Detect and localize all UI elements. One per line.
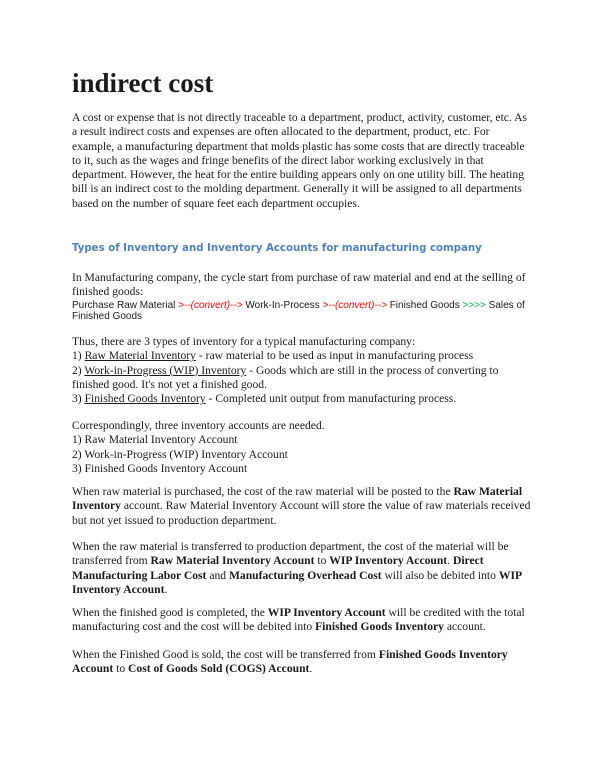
inventory-type-item: 2) Work-in-Progress (WIP) Inventory - Go… bbox=[72, 364, 534, 393]
section-heading: Types of Inventory and Inventory Account… bbox=[72, 243, 482, 254]
account-item: 2) Work-in-Progress (WIP) Inventory Acco… bbox=[72, 447, 288, 461]
text-segment: will also be debited into bbox=[381, 568, 499, 582]
text-segment: Manufacturing Overhead Cost bbox=[228, 568, 382, 582]
cycle-block: In Manufacturing company, the cycle star… bbox=[72, 271, 534, 323]
text-segment: When raw material is purchased, the cost… bbox=[72, 485, 454, 498]
text-segment: Direct Manufacturing Labor Cost bbox=[72, 554, 484, 582]
types-intro: Thus, there are 3 types of inventory for… bbox=[72, 335, 534, 349]
body-paragraph: When the finished good is completed, the… bbox=[72, 606, 534, 635]
cycle-intro: In Manufacturing company, the cycle star… bbox=[72, 271, 526, 299]
text-segment: WIP Inventory Account bbox=[72, 568, 522, 596]
intro-paragraph: A cost or expense that is not directly t… bbox=[72, 111, 527, 210]
text-segment: Work-In-Process bbox=[245, 299, 323, 311]
text-segment: Finished Goods Inventory Account bbox=[72, 648, 508, 676]
cycle-flow: Purchase Raw Material >--(convert)--> Wo… bbox=[72, 300, 534, 323]
text-segment: When the raw material is transferred to … bbox=[72, 540, 509, 568]
body-paragraph: When raw material is purchased, the cost… bbox=[72, 485, 534, 528]
text-segment: WIP Inventory Account bbox=[267, 606, 386, 619]
body-paragraph: When the raw material is transferred to … bbox=[72, 540, 534, 597]
text-segment: Raw Material Inventory Account bbox=[150, 554, 315, 568]
text-segment: Purchase Raw Material bbox=[72, 299, 179, 311]
inventory-accounts: Correspondingly, three inventory account… bbox=[72, 419, 534, 476]
text-segment: Raw Material Inventory bbox=[84, 349, 196, 363]
inventory-types: Thus, there are 3 types of inventory for… bbox=[72, 335, 534, 406]
text-segment: Finished Goods bbox=[389, 299, 463, 311]
text-segment: account. bbox=[443, 620, 486, 634]
text-segment: 1) bbox=[72, 349, 85, 363]
account-item: 3) Finished Goods Inventory Account bbox=[72, 461, 248, 475]
text-segment: account. Raw Material Inventory Account … bbox=[72, 499, 531, 527]
text-segment: Work-in-Progress (WIP) Inventory bbox=[84, 363, 247, 377]
text-segment: - raw material to be used as input in ma… bbox=[195, 349, 474, 363]
text-segment: Sales of Finished Goods bbox=[72, 299, 525, 323]
text-segment: will be credited with the total manufact… bbox=[72, 606, 525, 634]
text-segment: and bbox=[206, 568, 229, 582]
text-segment: - Goods which are still in the process o… bbox=[72, 363, 499, 391]
text-segment: . bbox=[164, 582, 168, 596]
text-segment: 2) bbox=[72, 363, 85, 377]
accounts-intro: Correspondingly, three inventory account… bbox=[72, 419, 325, 432]
convert-arrow: >--(convert)--> bbox=[322, 299, 390, 311]
inventory-type-item: 3) Finished Goods Inventory - Completed … bbox=[72, 392, 534, 406]
text-segment: Finished Goods Inventory bbox=[84, 392, 206, 406]
text-segment: . bbox=[447, 554, 453, 568]
sales-arrow: >>>> bbox=[462, 299, 489, 311]
account-item: 1) Raw Material Inventory Account bbox=[72, 433, 238, 447]
page-title: indirect cost bbox=[72, 68, 214, 98]
text-segment: When the Finished Good is sold, the cost… bbox=[72, 648, 379, 661]
text-segment: 3) bbox=[72, 392, 85, 406]
text-segment: to bbox=[314, 554, 330, 568]
text-segment: Cost of Goods Sold (COGS) Account bbox=[128, 662, 310, 676]
text-segment: - Completed unit output from manufacturi… bbox=[205, 392, 457, 406]
body-paragraph: When the Finished Good is sold, the cost… bbox=[72, 648, 534, 677]
text-segment: Raw Material Inventory bbox=[72, 485, 523, 513]
text-segment: Thus, there are 3 types of inventory for… bbox=[72, 335, 416, 348]
text-segment: to bbox=[113, 662, 129, 676]
inventory-type-item: 1) Raw Material Inventory - raw material… bbox=[72, 349, 534, 363]
text-segment: . bbox=[309, 662, 313, 676]
text-segment: Finished Goods Inventory bbox=[315, 620, 444, 634]
text-segment: WIP Inventory Account bbox=[329, 554, 448, 568]
text-segment: When the finished good is completed, the bbox=[72, 606, 268, 619]
convert-arrow: >--(convert)--> bbox=[178, 299, 246, 311]
